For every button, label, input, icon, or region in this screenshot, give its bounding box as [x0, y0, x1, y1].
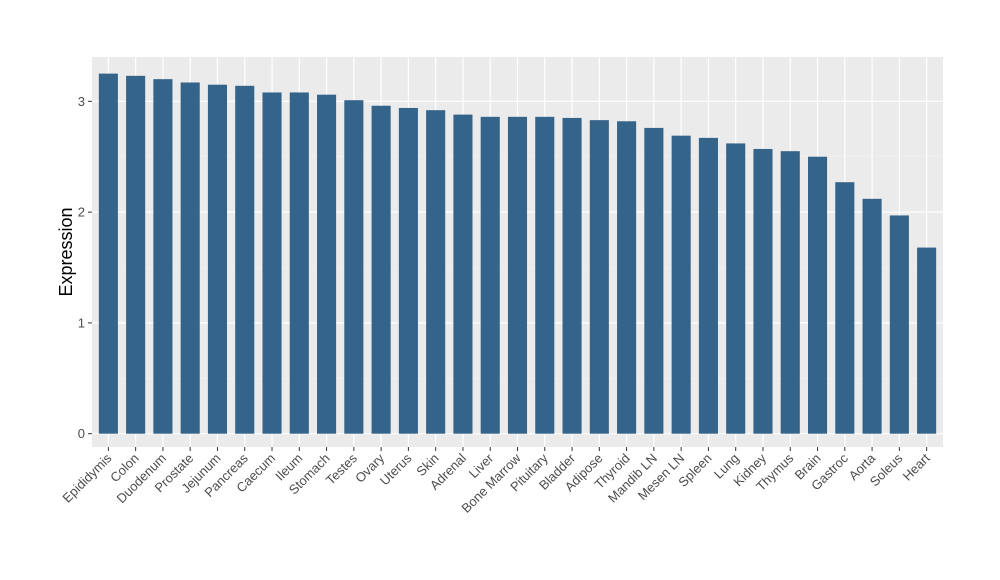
bar-adrenal [453, 114, 473, 434]
bar-uterus [398, 107, 418, 434]
bar-mesen-ln [671, 135, 691, 434]
x-tick-label: Testes [323, 450, 361, 488]
bar-lung [726, 143, 746, 434]
bar-aorta [862, 198, 882, 434]
bar-mandib-ln [644, 127, 664, 434]
bar-duodenum [153, 79, 173, 434]
y-axis-title: Expression [56, 207, 76, 296]
bar-gastroc [835, 182, 855, 434]
bars [98, 73, 937, 434]
bar-caecum [262, 92, 282, 434]
bar-adipose [589, 120, 609, 434]
x-tick-label: Uterus [377, 450, 415, 488]
y-axis: 0 1 2 3 [78, 94, 92, 441]
bar-ovary [371, 105, 391, 434]
bar-pituitary [535, 116, 555, 434]
bar-liver [480, 116, 500, 434]
x-tick-label: Epididymis [59, 450, 114, 505]
x-tick-label: Heart [900, 450, 933, 483]
y-tick-label: 2 [78, 205, 85, 220]
bar-bone-marrow [507, 116, 528, 434]
bar-spleen [698, 137, 718, 434]
bar-colon [126, 75, 146, 434]
bar-stomach [317, 94, 337, 434]
bar-brain [807, 156, 828, 434]
bar-pancreas [235, 85, 255, 434]
bar-skin [426, 110, 446, 434]
x-axis: EpididymisColonDuodenumProstateJejunumPa… [59, 447, 933, 516]
bar-bladder [562, 117, 582, 434]
bar-epididymis [98, 73, 118, 434]
bar-ileum [289, 92, 309, 434]
bar-thymus [780, 151, 800, 434]
y-tick-label: 1 [78, 315, 85, 330]
bar-prostate [180, 82, 200, 434]
bar-heart [917, 247, 937, 434]
bar-testes [344, 100, 364, 434]
bar-kidney [753, 148, 773, 434]
bar-soleus [889, 215, 909, 434]
y-tick-label: 0 [78, 426, 85, 441]
y-tick-label: 3 [78, 94, 85, 109]
bar-thyroid [617, 121, 637, 434]
bar-jejunum [207, 84, 228, 434]
